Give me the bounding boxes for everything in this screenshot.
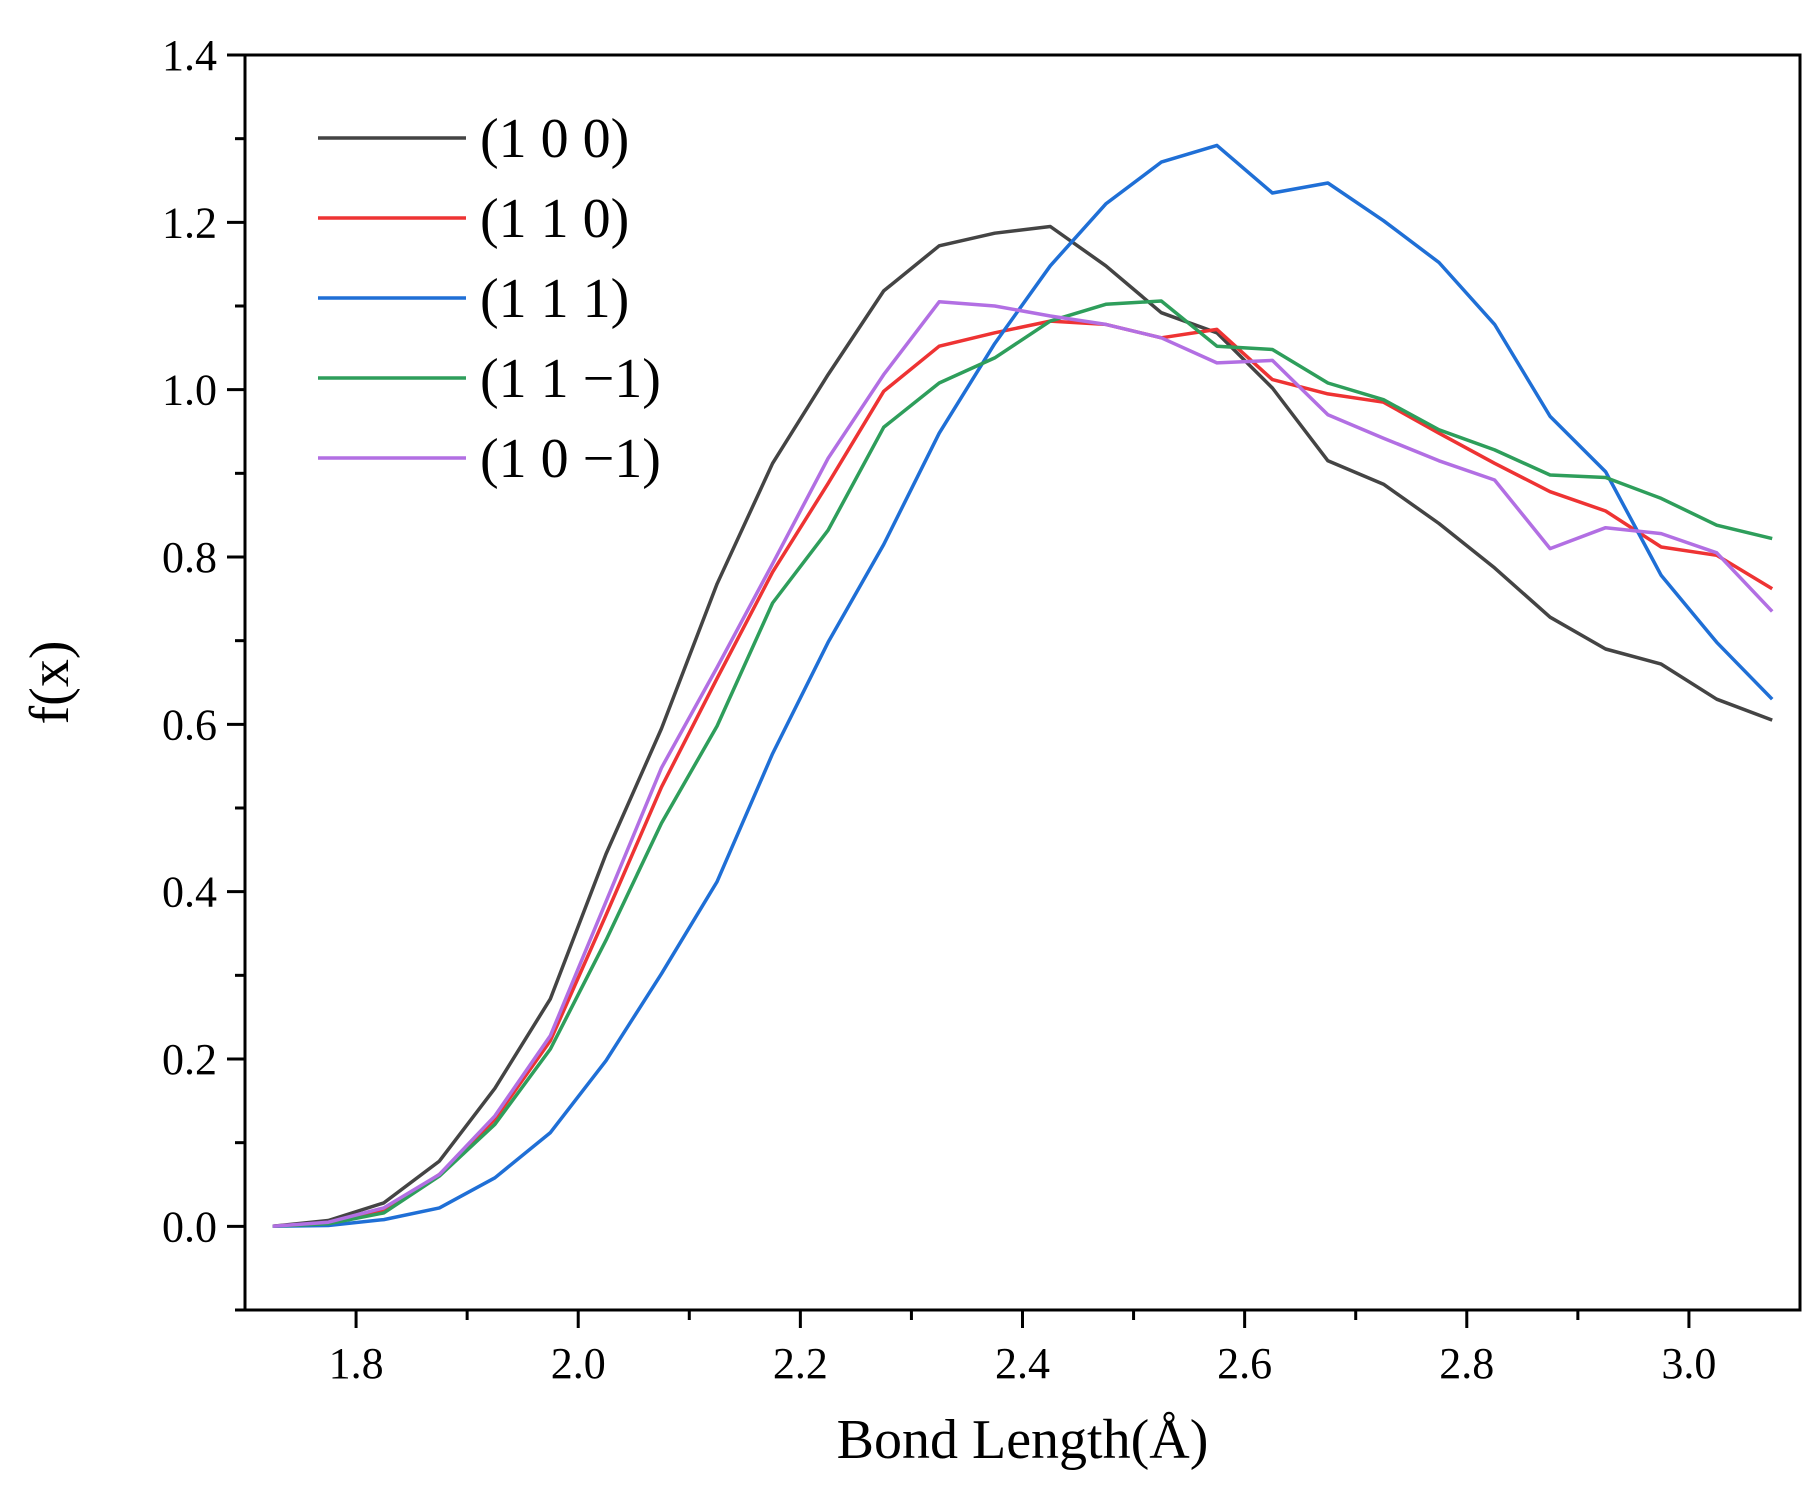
legend-label: (1 0 −1): [480, 428, 661, 490]
y-tick-label: 0.0: [162, 1202, 217, 1251]
y-tick-label: 1.4: [162, 31, 217, 80]
x-tick-label: 2.6: [1217, 1339, 1272, 1388]
y-tick-label: 0.8: [162, 533, 217, 582]
y-tick-label: 0.6: [162, 700, 217, 749]
y-tick-label: 1.2: [162, 198, 217, 247]
y-tick-label: 0.2: [162, 1035, 217, 1084]
y-axis: 0.0 0.2 0.4 0.6 0.8 1.0 1.2 1.4: [162, 31, 245, 1312]
x-tick-label: 2.2: [773, 1339, 828, 1388]
series-line-3: [272, 143, 1774, 1229]
legend-label: (1 0 0): [480, 108, 629, 170]
legend-label: (1 1 −1): [480, 348, 661, 410]
plot-area: [243, 53, 1802, 1312]
series-line-1: [272, 224, 1773, 1229]
x-tick-label: 3.0: [1661, 1339, 1716, 1388]
x-axis-title: Bond Length(Å): [837, 1409, 1209, 1471]
series-line-5: [272, 300, 1774, 1229]
x-tick-label: 2.4: [995, 1339, 1050, 1388]
y-tick-label: 1.0: [162, 366, 217, 415]
legend-label: (1 1 1): [480, 268, 629, 330]
series-line-4: [272, 299, 1773, 1229]
y-axis-title: f(x): [19, 641, 81, 725]
y-tick-label: 0.4: [162, 868, 217, 917]
series-lines: [272, 143, 1774, 1229]
legend-label: (1 1 0): [480, 188, 629, 250]
legend: (1 0 0) (1 1 0) (1 1 1) (1 1 −1) (1 0 −1): [318, 108, 661, 490]
x-tick-label: 1.8: [329, 1339, 384, 1388]
plot-frame: [243, 53, 1802, 1312]
x-tick-label: 2.0: [551, 1339, 606, 1388]
x-tick-label: 2.8: [1439, 1339, 1494, 1388]
series-line-2: [272, 319, 1774, 1229]
x-axis: 1.8 2.0 2.2 2.4 2.6 2.8 3.0: [329, 1310, 1716, 1388]
